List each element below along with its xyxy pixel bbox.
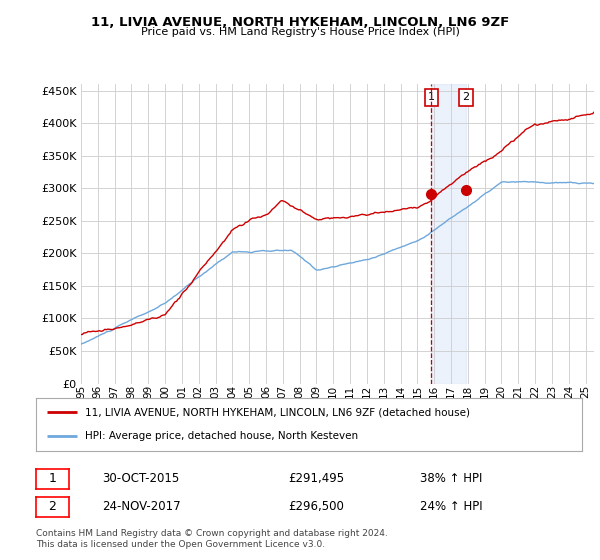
Text: 2: 2 xyxy=(463,92,470,102)
Text: 11, LIVIA AVENUE, NORTH HYKEHAM, LINCOLN, LN6 9ZF (detached house): 11, LIVIA AVENUE, NORTH HYKEHAM, LINCOLN… xyxy=(85,408,470,418)
Text: 24% ↑ HPI: 24% ↑ HPI xyxy=(420,500,482,514)
Text: 1: 1 xyxy=(428,92,435,102)
Text: 38% ↑ HPI: 38% ↑ HPI xyxy=(420,472,482,486)
Text: Price paid vs. HM Land Registry's House Price Index (HPI): Price paid vs. HM Land Registry's House … xyxy=(140,27,460,38)
Text: 11, LIVIA AVENUE, NORTH HYKEHAM, LINCOLN, LN6 9ZF: 11, LIVIA AVENUE, NORTH HYKEHAM, LINCOLN… xyxy=(91,16,509,29)
Text: £291,495: £291,495 xyxy=(288,472,344,486)
Text: £296,500: £296,500 xyxy=(288,500,344,514)
Text: Contains HM Land Registry data © Crown copyright and database right 2024.
This d: Contains HM Land Registry data © Crown c… xyxy=(36,529,388,549)
Bar xyxy=(431,84,466,384)
Text: 2: 2 xyxy=(49,500,56,514)
Text: 24-NOV-2017: 24-NOV-2017 xyxy=(102,500,181,514)
Text: 1: 1 xyxy=(49,472,56,486)
Text: HPI: Average price, detached house, North Kesteven: HPI: Average price, detached house, Nort… xyxy=(85,431,358,441)
Text: 30-OCT-2015: 30-OCT-2015 xyxy=(102,472,179,486)
